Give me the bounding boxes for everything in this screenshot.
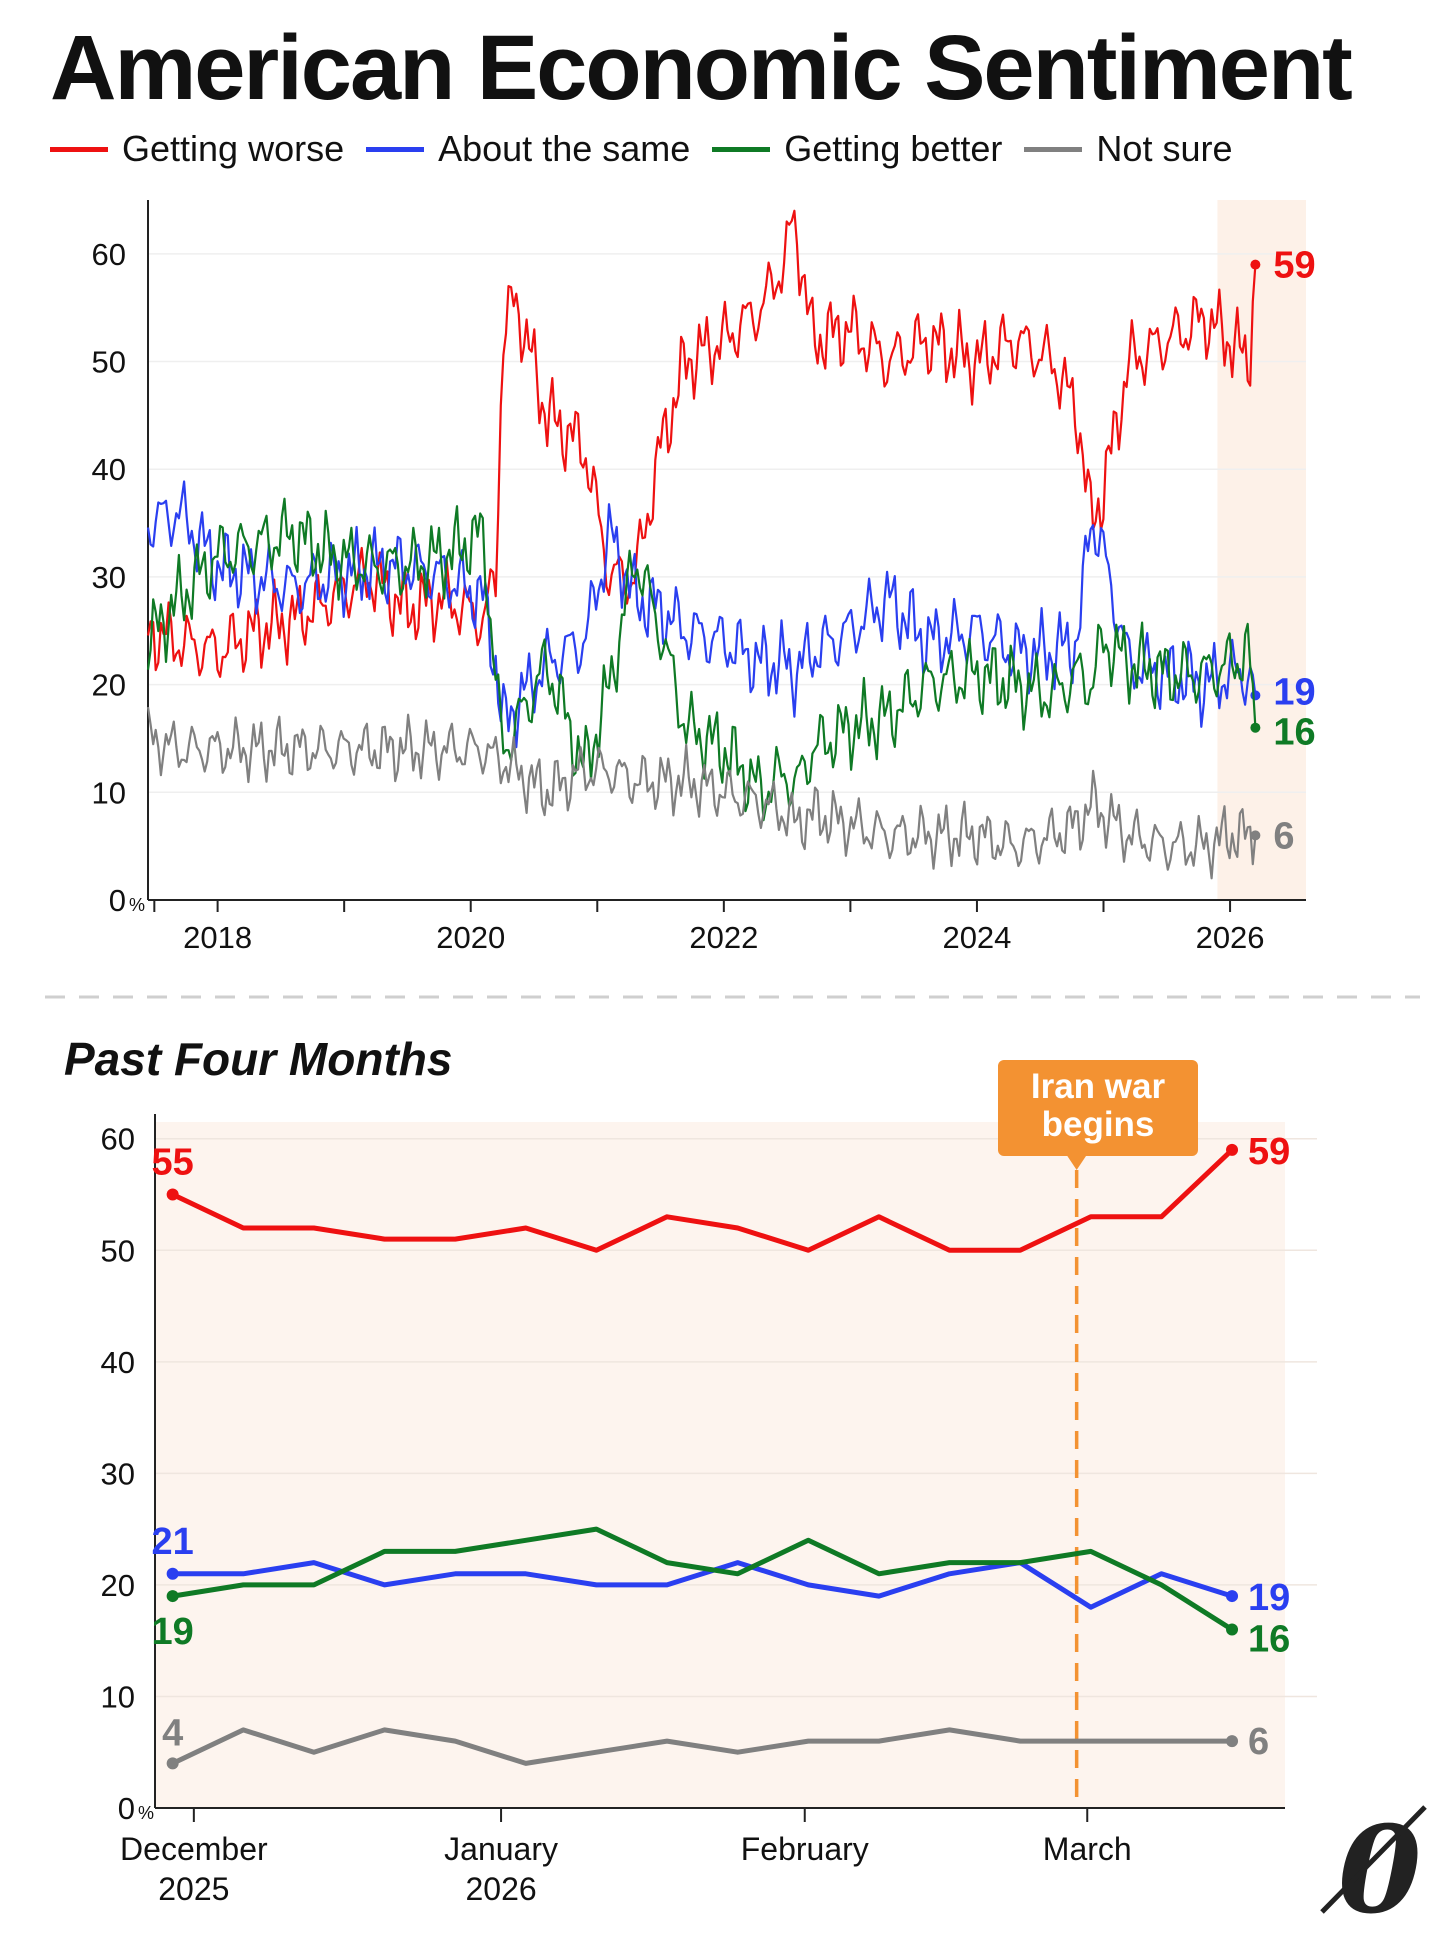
y-tick-label: 10 bbox=[92, 775, 126, 810]
y-tick-label: 0 bbox=[109, 883, 126, 918]
series-line-getting-better bbox=[170, 1526, 1235, 1632]
y-tick-label: 40 bbox=[101, 1345, 135, 1380]
end-point-about-the-same bbox=[1250, 690, 1261, 701]
x-tick-month: January bbox=[444, 1831, 558, 1867]
y-tick-label: 30 bbox=[101, 1456, 135, 1491]
legend-swatch-about-the-same bbox=[366, 146, 425, 152]
y-tick-label: 50 bbox=[92, 345, 126, 380]
top-chart: 0 % 10 20 30 40 50 60 2018 2020 2022 2024 2026 59 1916… bbox=[92, 200, 1316, 955]
start-label-getting-worse: 55 bbox=[152, 1142, 194, 1184]
y-tick-label: 20 bbox=[101, 1568, 135, 1603]
chart-title: American Economic Sentiment bbox=[50, 17, 1353, 119]
bottom-chart: 0 % 10 20 30 40 50 60 December 2025 January 2026 Feb… bbox=[101, 1060, 1317, 1907]
end-label-getting-worse: 59 bbox=[1273, 245, 1315, 287]
x-tick-month: December bbox=[120, 1831, 268, 1867]
end-point-about-the-same bbox=[1226, 1590, 1239, 1603]
subtitle: Past Four Months bbox=[64, 1033, 453, 1085]
legend-swatch-getting-worse bbox=[50, 146, 108, 152]
end-label-getting-better: 16 bbox=[1273, 712, 1315, 754]
end-label-getting-better: 16 bbox=[1248, 1619, 1290, 1661]
end-point-getting-worse bbox=[1226, 1143, 1239, 1156]
end-point-getting-better bbox=[1250, 722, 1261, 733]
end-point-getting-worse bbox=[1250, 259, 1261, 270]
publisher-logo: 0 bbox=[1320, 1800, 1427, 1941]
x-tick-month: February bbox=[741, 1831, 869, 1867]
x-tick-label: 2018 bbox=[183, 920, 252, 955]
y-tick-label: 60 bbox=[101, 1122, 135, 1157]
end-label-not-sure: 6 bbox=[1248, 1721, 1269, 1763]
end-point-not-sure bbox=[1250, 830, 1261, 841]
event-annotation-pointer bbox=[1066, 1155, 1087, 1170]
x-tick-label: 2022 bbox=[689, 920, 758, 955]
legend-item-not-sure: Not sure bbox=[1024, 128, 1232, 170]
plot-background bbox=[155, 1122, 1285, 1808]
y-tick-label: 60 bbox=[92, 237, 126, 272]
end-label-about-the-same: 19 bbox=[1248, 1577, 1290, 1619]
legend: Getting worse About the same Getting bet… bbox=[50, 128, 1254, 170]
logo-slash bbox=[1320, 1805, 1427, 1914]
legend-label-not-sure: Not sure bbox=[1096, 128, 1233, 169]
event-annotation-line2: begins bbox=[1042, 1105, 1155, 1144]
y-tick-label: 0 bbox=[118, 1791, 135, 1826]
percent-sign: % bbox=[129, 895, 145, 915]
percent-sign: % bbox=[138, 1803, 154, 1823]
legend-item-getting-worse: Getting worse bbox=[50, 128, 344, 170]
start-label-not-sure: 4 bbox=[162, 1712, 183, 1754]
legend-item-about-the-same: About the same bbox=[366, 128, 690, 170]
start-point-not-sure bbox=[166, 1757, 179, 1770]
legend-swatch-getting-better bbox=[712, 146, 771, 152]
end-label-about-the-same: 19 bbox=[1273, 671, 1315, 713]
series-line-about-the-same bbox=[170, 1560, 1235, 1610]
x-tick-label: 2020 bbox=[436, 920, 505, 955]
series-line-getting-worse bbox=[170, 1147, 1235, 1253]
start-label-getting-better: 19 bbox=[152, 1611, 194, 1653]
y-tick-label: 10 bbox=[101, 1679, 135, 1714]
legend-label-about-the-same: About the same bbox=[438, 128, 691, 169]
series-line-not-sure bbox=[146, 706, 1257, 880]
start-point-getting-better bbox=[166, 1590, 179, 1603]
legend-item-getting-better: Getting better bbox=[712, 128, 1002, 170]
y-tick-label: 40 bbox=[92, 452, 126, 487]
start-point-about-the-same bbox=[166, 1567, 179, 1580]
end-point-getting-better bbox=[1226, 1623, 1239, 1636]
series-line-getting-worse bbox=[146, 209, 1257, 678]
x-tick-label: 2024 bbox=[942, 920, 1011, 955]
legend-label-getting-better: Getting better bbox=[784, 128, 1003, 169]
end-label-getting-worse: 59 bbox=[1248, 1131, 1290, 1173]
series-line-getting-better bbox=[146, 497, 1257, 822]
event-annotation-box bbox=[998, 1060, 1198, 1156]
legend-label-getting-worse: Getting worse bbox=[122, 128, 345, 169]
y-tick-label: 30 bbox=[92, 560, 126, 595]
x-tick-month: March bbox=[1043, 1831, 1132, 1867]
end-point-not-sure bbox=[1226, 1735, 1239, 1748]
legend-swatch-not-sure bbox=[1024, 146, 1083, 152]
start-point-getting-worse bbox=[166, 1188, 179, 1201]
x-tick-year: 2026 bbox=[465, 1871, 536, 1907]
x-tick-label: 2026 bbox=[1196, 920, 1265, 955]
highlight-band bbox=[1217, 200, 1306, 900]
end-label-not-sure: 6 bbox=[1273, 815, 1294, 857]
start-label-about-the-same: 21 bbox=[152, 1521, 194, 1563]
event-annotation-line1: Iran war bbox=[1031, 1067, 1166, 1106]
series-line-not-sure bbox=[170, 1727, 1235, 1766]
x-tick-year: 2025 bbox=[158, 1871, 229, 1907]
y-tick-label: 20 bbox=[92, 668, 126, 703]
y-tick-label: 50 bbox=[101, 1233, 135, 1268]
